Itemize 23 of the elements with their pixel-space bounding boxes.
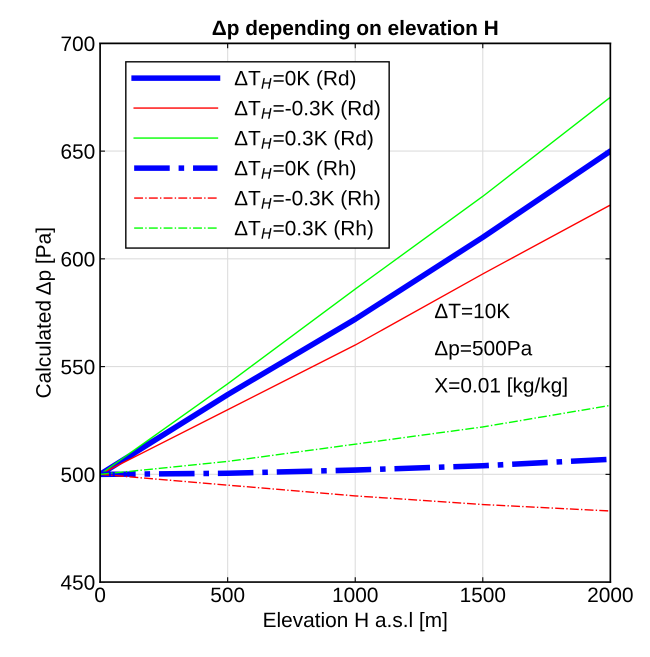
y-tick-label: 600 <box>62 252 94 267</box>
legend-label: ΔT$_{H}$=-0.3K (Rd) <box>234 100 380 120</box>
annotation: X=0.01 [kg/kg] <box>434 377 567 397</box>
chart-title: Δp depending on elevation H <box>212 20 498 40</box>
legend-label: ΔT$_{H}$=0K (Rh) <box>234 160 356 180</box>
y-tick-label: 650 <box>62 144 94 159</box>
x-tick-label: 1500 <box>461 588 506 602</box>
annotation: Δp=500Pa <box>434 340 532 360</box>
x-tick-label: 0 <box>95 588 106 602</box>
y-tick-label: 550 <box>61 360 94 374</box>
legend-label: ΔT$_{H}$=0.3K (Rh) <box>234 220 373 240</box>
legend-label: ΔT$_{H}$=-0.3K (Rh) <box>234 190 380 210</box>
legend-label: ΔT$_{H}$=0K (Rd) <box>234 70 356 90</box>
x-tick-label: 2000 <box>588 588 633 602</box>
x-tick-label: 500 <box>211 588 244 602</box>
x-axis-title: Elevation H a.s.l [m] <box>264 612 446 632</box>
y-axis-title: Calculated Δp [Pa] <box>36 228 55 398</box>
y-tick-label: 500 <box>61 467 94 482</box>
y-tick-label: 450 <box>60 575 94 590</box>
annotation: ΔT=10K <box>434 304 510 318</box>
legend-label: ΔT$_{H}$=0.3K (Rd) <box>234 130 373 150</box>
x-tick-label: 1000 <box>334 588 378 602</box>
y-tick-label: 700 <box>62 36 94 52</box>
